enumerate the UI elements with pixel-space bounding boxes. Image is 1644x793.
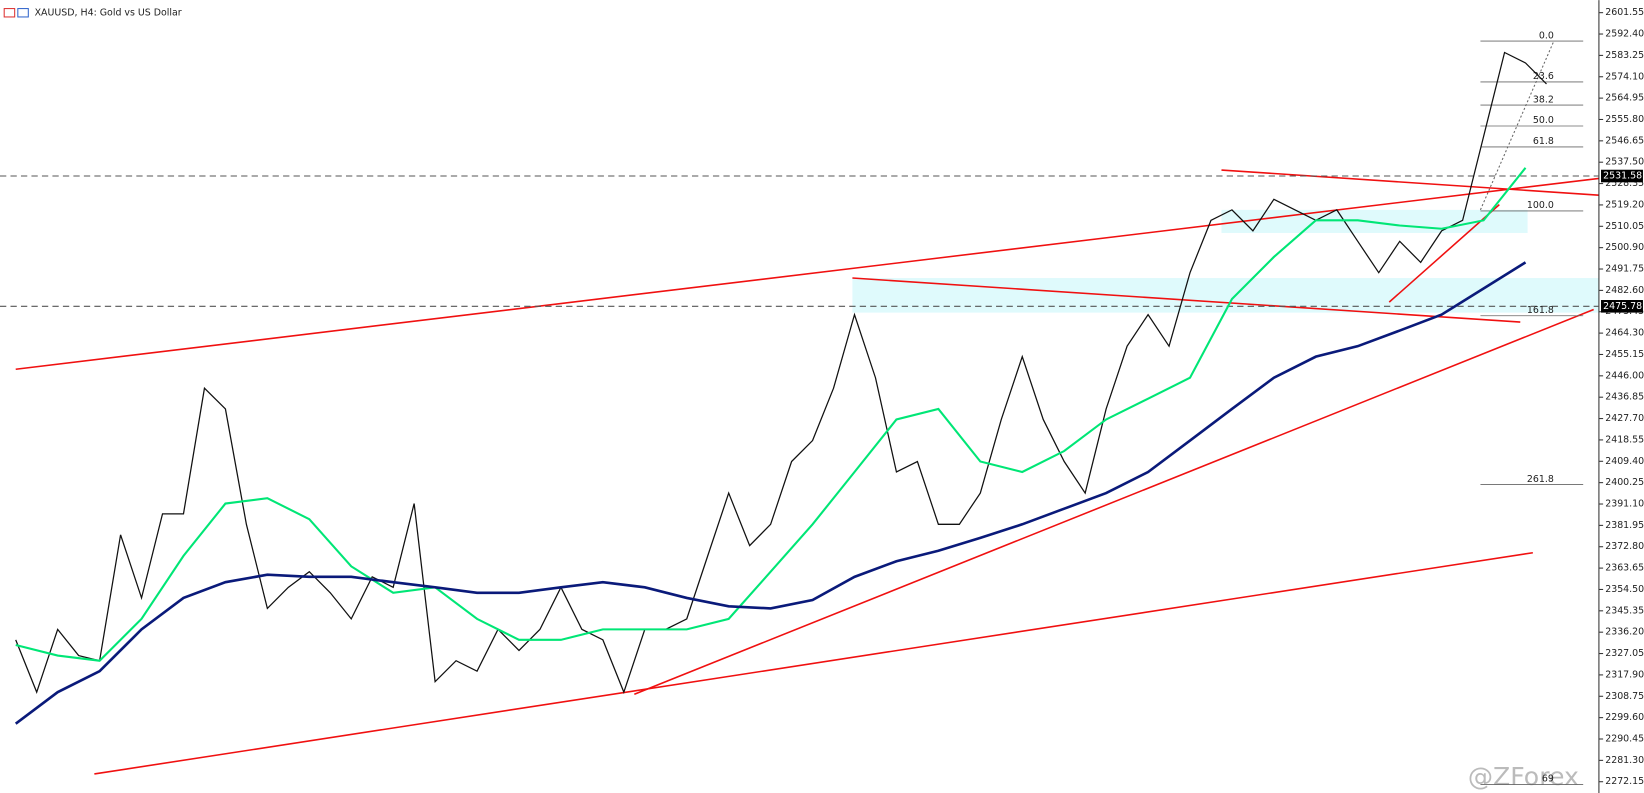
series-line [14, 261, 1527, 725]
fib-label: 38.2 [1533, 94, 1554, 105]
y-tick-label: 2574.10 [1605, 71, 1644, 82]
fib-label: 0.0 [1539, 30, 1554, 41]
watermark: @ZForex [1468, 762, 1579, 791]
y-tick-label: 2564.95 [1605, 93, 1644, 104]
y-tick-label: 2546.65 [1605, 135, 1644, 146]
fib-trend [1479, 40, 1555, 211]
price-label: 2531.58 [1603, 171, 1642, 182]
y-tick-label: 2336.20 [1605, 627, 1644, 638]
icon [3, 8, 16, 18]
y-tick-label: 2400.25 [1605, 477, 1644, 488]
y-tick-label: 2446.00 [1605, 370, 1644, 381]
y-tick-label: 2372.80 [1605, 541, 1644, 552]
y-tick-label: 2500.90 [1605, 242, 1644, 253]
y-tick-label: 2537.50 [1605, 157, 1644, 168]
fib-label: 161.8 [1527, 305, 1554, 316]
y-tick-label: 2327.05 [1605, 648, 1644, 659]
zone [852, 278, 1599, 313]
y-tick-label: 2528.35 [1605, 178, 1644, 189]
y-tick-label: 2601.55 [1605, 7, 1644, 18]
y-tick-label: 2455.15 [1605, 349, 1644, 360]
y-tick-label: 2308.75 [1605, 691, 1644, 702]
y-tick-label: 2555.80 [1605, 114, 1644, 125]
y-tick-label: 2409.40 [1605, 456, 1644, 467]
y-tick-label: 2272.15 [1605, 776, 1644, 787]
icon [17, 8, 29, 18]
price-box [1601, 169, 1643, 183]
y-tick-label: 2583.25 [1605, 50, 1644, 61]
y-tick-label: 2491.75 [1605, 264, 1644, 275]
fib-label: 61.8 [1533, 136, 1554, 147]
y-tick-label: 2363.65 [1605, 563, 1644, 574]
price-box [1601, 300, 1643, 313]
y-tick-label: 2592.40 [1605, 29, 1644, 40]
y-tick-label: 2281.30 [1605, 755, 1644, 766]
fib-label: 50.0 [1533, 115, 1554, 126]
trendlines [15, 169, 1600, 775]
y-tick-label: 2290.45 [1605, 733, 1644, 744]
price-label: 2475.78 [1603, 301, 1642, 312]
y-tick-label: 2519.20 [1605, 199, 1644, 210]
chart-title: XAUUSD, H4: Gold vs US Dollar [35, 7, 182, 18]
y-tick-label: 2464.30 [1605, 328, 1644, 339]
y-tick-label: 2427.70 [1605, 413, 1644, 424]
fib-label: 100.0 [1527, 200, 1554, 211]
fib-label: 261.8 [1527, 474, 1554, 485]
y-tick-label: 2317.90 [1605, 669, 1644, 680]
y-tick-label: 2391.10 [1605, 499, 1644, 510]
fib-label: 69 [1542, 774, 1554, 785]
y-tick-label: 2482.60 [1605, 285, 1644, 296]
series-line [15, 51, 1547, 694]
y-tick-label: 2381.95 [1605, 520, 1644, 531]
series-line [15, 167, 1527, 662]
y-tick-label: 2418.55 [1605, 434, 1644, 445]
y-tick-label: 2345.35 [1605, 605, 1644, 616]
y-tick-label: 2299.60 [1605, 712, 1644, 723]
fib-label: 23.6 [1533, 71, 1554, 82]
y-tick-label: 2436.85 [1605, 392, 1644, 403]
y-tick-label: 2510.05 [1605, 221, 1644, 232]
y-tick-label: 2354.50 [1605, 584, 1644, 595]
